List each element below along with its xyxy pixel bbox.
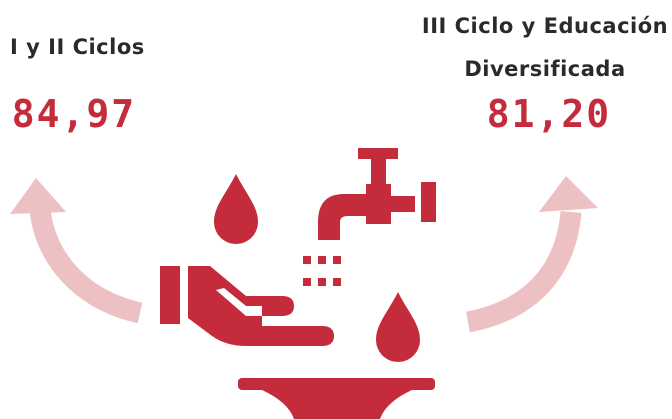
left-curved-arrow-icon (10, 178, 143, 324)
right-curved-arrow-icon (465, 176, 598, 333)
water-drop-icon (214, 174, 258, 244)
water-spray-icon (303, 256, 341, 286)
secondary-cycles-label-line1: III Ciclo y Educación (421, 14, 669, 38)
secondary-cycles-label-line2: Diversificada (464, 57, 626, 81)
washing-hand-icon (160, 266, 334, 346)
secondary-cycles-value: 81,20 (486, 92, 612, 136)
sink-basin-icon (238, 378, 435, 419)
primary-cycles-value: 84,97 (11, 92, 137, 136)
water-drop-icon (376, 292, 420, 362)
primary-cycles-label: I y II Ciclos (10, 35, 145, 59)
faucet-icon (318, 148, 436, 240)
